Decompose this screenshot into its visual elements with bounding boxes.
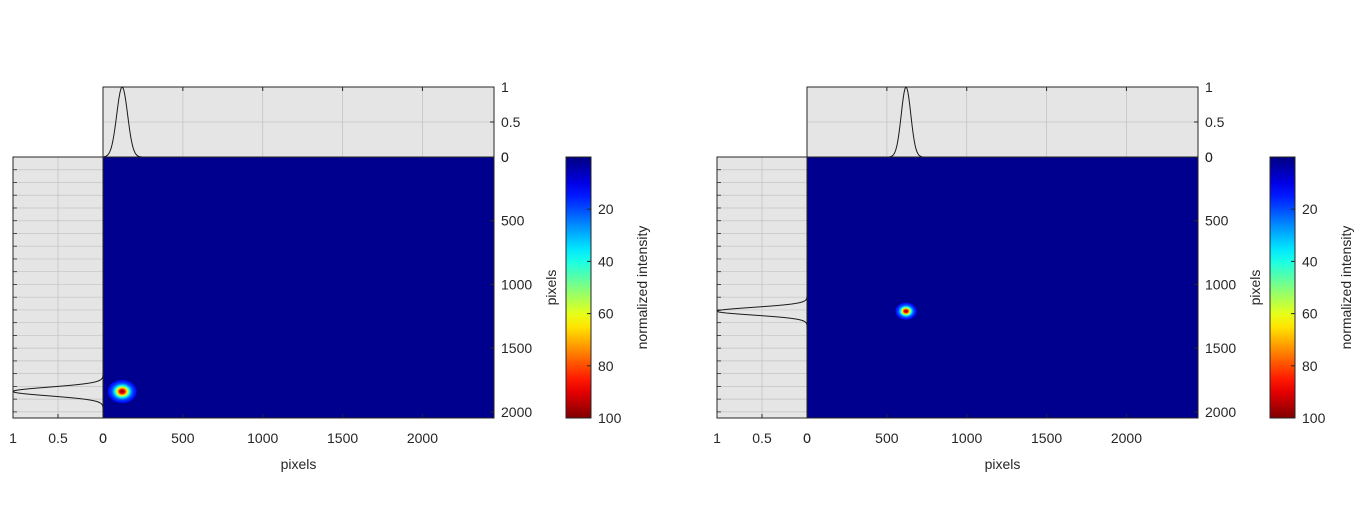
heatmap-frame — [806, 156, 1199, 419]
y-axis-label: pixels — [543, 270, 559, 306]
top-profile-tick-label: 0 — [501, 149, 509, 165]
top-profile-tick-label: 1 — [1205, 79, 1213, 95]
y-axis-tick-label: 0 — [501, 149, 509, 165]
left-profile-tick-label: 0 — [803, 430, 811, 446]
colorbar-label: normalized intensity — [634, 226, 650, 350]
y-axis-tick-label: 1500 — [501, 340, 532, 356]
y-axis-tick-label: 2000 — [1205, 404, 1236, 420]
y-axis-tick-label: 1000 — [501, 276, 532, 292]
x-axis-label: pixels — [281, 456, 317, 472]
heatmap-background — [103, 157, 494, 418]
left-profile-tick-label: 0.5 — [752, 430, 772, 446]
x-axis-tick-label: 500 — [875, 430, 899, 446]
left-profile-tick-label: 1 — [9, 430, 17, 446]
colorbar-tick-label: 80 — [598, 358, 614, 374]
colorbar-tick-label: 100 — [598, 410, 622, 426]
x-axis-tick-label: 0 — [99, 430, 107, 446]
y-axis-tick-label: 500 — [501, 213, 525, 229]
x-axis-tick-label: 2000 — [1111, 430, 1142, 446]
colorbar-label: normalized intensity — [1338, 226, 1354, 350]
heatmap-frame — [102, 156, 495, 419]
x-axis-tick-label: 1000 — [951, 430, 982, 446]
left-profile-tick-label: 0 — [99, 430, 107, 446]
y-axis-tick-label: 500 — [1205, 213, 1229, 229]
colorbar — [1269, 156, 1296, 419]
colorbar-tick-label: 60 — [1302, 306, 1318, 322]
colorbar-tick-label: 60 — [598, 306, 614, 322]
top-profile-tick-label: 1 — [501, 79, 509, 95]
x-axis-tick-label: 2000 — [407, 430, 438, 446]
chart-panel-1: 00.511 0.5 00 500 1000 1500 200005001000150020… — [9, 79, 650, 472]
y-axis-tick-label: 1500 — [1205, 340, 1236, 356]
y-axis-label: pixels — [1247, 270, 1263, 306]
top-profile-tick-label: 0.5 — [501, 114, 521, 130]
colorbar-tick-label: 80 — [1302, 358, 1318, 374]
colorbar-tick-label: 40 — [598, 253, 614, 269]
left-profile-tick-label: 0.5 — [48, 430, 68, 446]
left-profile-tick-label: 1 — [713, 430, 721, 446]
x-axis-tick-label: 1500 — [1031, 430, 1062, 446]
colorbar-tick-label: 20 — [1302, 201, 1318, 217]
x-axis-tick-label: 500 — [171, 430, 195, 446]
x-axis-tick-label: 0 — [803, 430, 811, 446]
heatmap-background — [807, 157, 1198, 418]
x-axis-tick-label: 1000 — [247, 430, 278, 446]
y-axis-tick-label: 0 — [1205, 149, 1213, 165]
colorbar-tick-label: 100 — [1302, 410, 1326, 426]
y-axis-tick-label: 2000 — [501, 404, 532, 420]
y-axis-tick-label: 1000 — [1205, 276, 1236, 292]
intensity-spot — [107, 380, 137, 403]
top-profile-tick-label: 0 — [1205, 149, 1213, 165]
colorbar-tick-label: 20 — [598, 201, 614, 217]
colorbar-tick-label: 40 — [1302, 253, 1318, 269]
x-axis-tick-label: 1500 — [327, 430, 358, 446]
x-axis-label: pixels — [985, 456, 1021, 472]
colorbar — [565, 156, 592, 419]
intensity-spot — [895, 302, 917, 320]
top-profile-tick-label: 0.5 — [1205, 114, 1225, 130]
chart-panel-2: 00.511 0.5 00 500 1000 1500 200005001000150020… — [713, 79, 1354, 472]
